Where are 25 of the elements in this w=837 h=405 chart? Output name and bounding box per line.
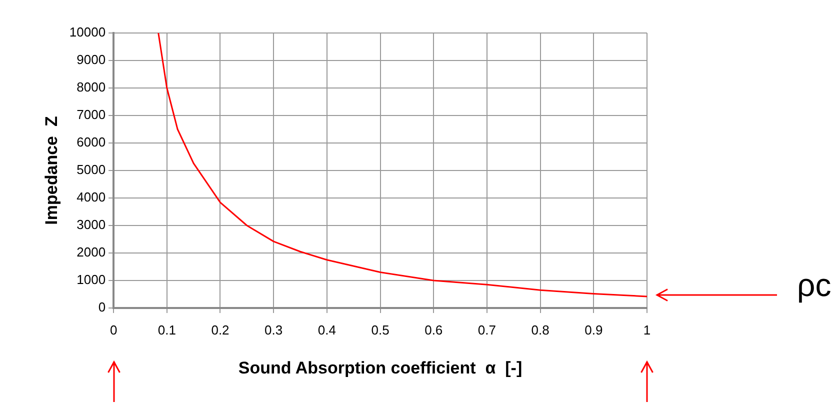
- x-axis-title: Sound Absorption coefficient α [-]: [238, 358, 522, 378]
- x-tick-label: 0.3: [264, 322, 283, 338]
- text: ρc: [797, 266, 832, 303]
- x-tick-label: 0.7: [478, 322, 496, 338]
- x-tick-label: 0: [110, 322, 118, 338]
- x-tick-label: 1: [643, 322, 651, 338]
- y-tick-label: 7000: [76, 107, 106, 122]
- x-tick-label: 0.1: [158, 322, 176, 338]
- y-tick-label: 10000: [69, 24, 106, 40]
- y-tick-label: 2000: [76, 244, 106, 260]
- y-tick-label: 6000: [76, 134, 106, 150]
- y-tick-label: 9000: [76, 52, 106, 68]
- y-tick-label: 8000: [76, 80, 106, 95]
- x-tick-label: 0.2: [211, 322, 230, 338]
- y-tick-label: 0: [98, 300, 106, 315]
- y-tick-label: 4000: [76, 190, 106, 205]
- y-axis-title: Impedance Z: [42, 116, 61, 225]
- y-tick-label: 1000: [76, 272, 106, 288]
- x-tick-label: 0.8: [531, 322, 550, 338]
- x-tick-label: 0.4: [318, 322, 336, 338]
- x-tick-label: 0.6: [424, 322, 443, 338]
- x-tick-label: 0.5: [371, 322, 390, 338]
- y-tick-label: 3000: [76, 217, 106, 232]
- x-tick-label: 0.9: [584, 322, 603, 338]
- y-tick-label: 5000: [76, 162, 106, 178]
